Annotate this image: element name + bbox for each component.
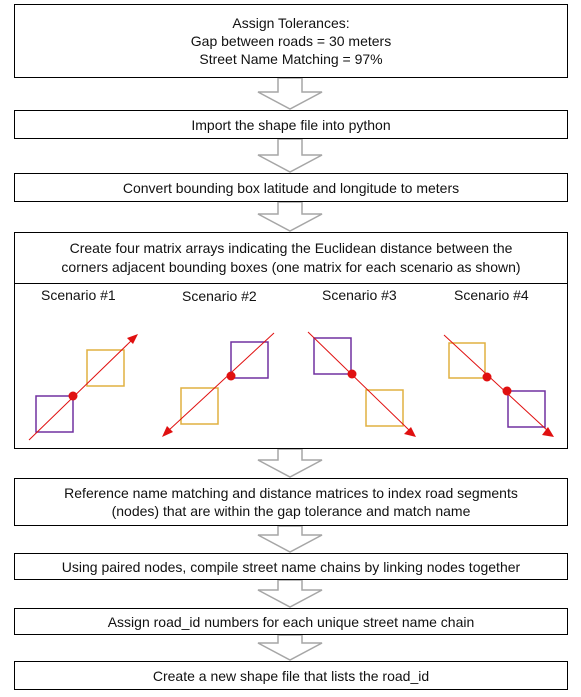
scenario-3-purple-box [313,337,352,375]
scenario-1-node [68,391,78,401]
step-assign-road-id: Assign road_id numbers for each unique s… [14,608,568,635]
tolerances-title: Assign Tolerances: [232,15,350,31]
scenario-4-node-1 [482,372,492,382]
flow-arrow-4 [257,449,323,478]
flow-arrow-1 [257,78,323,110]
scenario-3-diagram [307,331,416,437]
scenario-2-purple-box [230,341,269,379]
scenario-2-arrowhead [162,426,173,437]
step-assign-label: Assign road_id numbers for each unique s… [107,613,475,630]
reference-line-2: (nodes) that are within the gap toleranc… [111,503,471,519]
flow-arrow-7 [257,635,323,661]
step-convert-label: Convert bounding box latitude and longit… [122,179,460,196]
flow-arrow-5 [257,526,323,553]
step-create-label: Create a new shape file that lists the r… [152,667,430,684]
scenario-label-2: Scenario #2 [182,288,257,304]
scenario-2-line [167,332,275,432]
scenario-4-gold-box [448,342,486,379]
scenario-2-node [226,371,236,381]
scenario-3-line [307,331,411,432]
scenario-label-4: Scenario #4 [454,287,529,303]
scenario-4-line [443,334,549,432]
scenario-1-diagram [28,334,138,441]
flow-arrow-2 [257,139,323,173]
step-import-label: Import the shape file into python [191,116,391,133]
flow-arrow-6 [257,580,323,608]
scenario-3-arrowhead [404,427,416,437]
step-compile-chains: Using paired nodes, compile street name … [14,553,568,580]
scenario-4-arrowhead [542,427,554,437]
matrix-line-1: Create four matrix arrays indicating the… [69,240,513,256]
flow-arrow-3 [257,202,323,232]
scenario-1-line [28,339,133,441]
tolerance-gap: Gap between roads = 30 meters [190,33,392,49]
step-convert-coordinates: Convert bounding box latitude and longit… [14,173,568,202]
tolerance-name-match: Street Name Matching = 97% [199,51,383,67]
scenario-3-node [347,369,357,379]
scenario-label-1: Scenario #1 [41,287,116,303]
step-import-shapefile: Import the shape file into python [14,110,568,139]
scenario-3-gold-box [365,389,404,427]
reference-line-1: Reference name matching and distance mat… [64,485,518,501]
scenario-label-3: Scenario #3 [322,287,397,303]
scenario-4-node-2 [502,386,512,396]
step-matrix-scenarios: Create four matrix arrays indicating the… [14,232,568,449]
scenario-2-diagram [162,332,275,437]
matrix-header: Create four matrix arrays indicating the… [15,233,567,284]
scenario-4-purple-box [507,390,546,428]
step-reference-matching: Reference name matching and distance mat… [14,478,568,526]
scenario-1-arrowhead [127,334,138,344]
step-assign-tolerances: Assign Tolerances: Gap between roads = 3… [14,4,568,78]
step-compile-label: Using paired nodes, compile street name … [61,558,521,575]
scenario-4-diagram [443,334,554,437]
step-create-shapefile: Create a new shape file that lists the r… [14,661,568,690]
scenario-2-gold-box [180,387,219,425]
scenario-1-gold-box [86,349,125,387]
matrix-line-2: corners adjacent bounding boxes (one mat… [61,259,521,275]
scenario-1-purple-box [35,395,74,433]
